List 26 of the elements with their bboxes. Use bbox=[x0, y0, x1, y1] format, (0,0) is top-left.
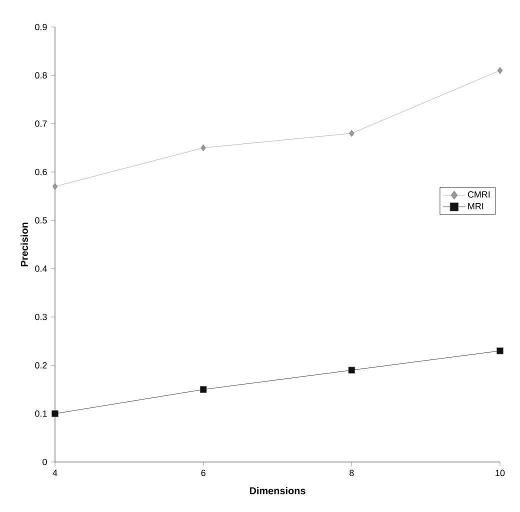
legend-label: MRI bbox=[468, 203, 484, 210]
point bbox=[496, 347, 504, 354]
x-tick-label: 6 bbox=[201, 470, 206, 476]
point bbox=[52, 183, 58, 190]
y-tick-label: 0.6 bbox=[35, 168, 47, 176]
y-tick-label: 0.7 bbox=[35, 120, 47, 127]
y-tick-label: 0.5 bbox=[35, 217, 47, 224]
y-tick-label: 0.8 bbox=[35, 72, 47, 79]
y-tick-label: 0.1 bbox=[35, 410, 47, 417]
y-tick-label: 0.3 bbox=[35, 314, 47, 320]
point bbox=[200, 386, 207, 393]
point bbox=[348, 366, 356, 374]
y-tick-label: 0.2 bbox=[35, 362, 47, 369]
x-axis-title: Dimensions bbox=[250, 486, 306, 494]
point bbox=[497, 67, 503, 74]
x-tick-label: 10 bbox=[496, 470, 505, 476]
y-tick-label: 0.4 bbox=[35, 265, 47, 272]
y-tick-label: 0 bbox=[42, 458, 47, 466]
x-tick-label: 8 bbox=[350, 470, 354, 476]
point bbox=[349, 130, 354, 137]
y-tick-label: 0.9 bbox=[35, 24, 47, 30]
x-tick-label: 4 bbox=[52, 470, 58, 476]
y-axis-title: Precision bbox=[20, 222, 28, 266]
point bbox=[200, 144, 206, 152]
legend-label: CMRI bbox=[468, 191, 490, 198]
point bbox=[52, 410, 58, 418]
